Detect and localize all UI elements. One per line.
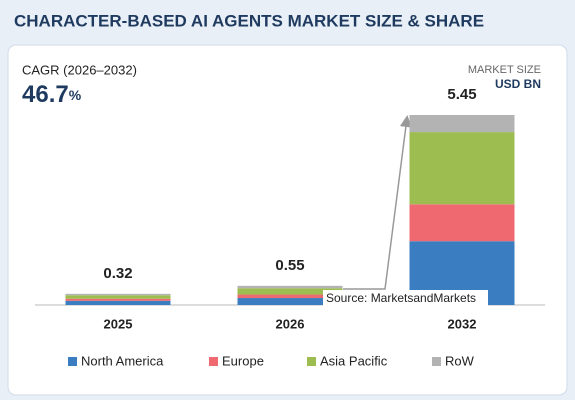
legend-swatch: [432, 357, 441, 366]
x-tick-label: 2032: [448, 316, 477, 331]
bar-segment: [65, 295, 171, 299]
legend-swatch: [209, 357, 218, 366]
cagr-number: 46.7: [22, 81, 69, 108]
legend-label: Europe: [222, 353, 264, 368]
bar-segment: [409, 204, 515, 242]
cagr-unit: %: [69, 87, 82, 103]
x-tick-label: 2026: [276, 316, 305, 331]
source: Source: MarketsandMarkets: [326, 291, 476, 305]
cagr-value: 46.7%: [22, 81, 82, 108]
bar-segment: [409, 115, 515, 133]
source-bg: [323, 290, 488, 307]
bars: 0.32 2025 0.55 2026 5.45 2032: [65, 86, 515, 331]
legend-label: Asia Pacific: [320, 353, 388, 368]
cagr-label: CAGR (2026–2032): [22, 62, 137, 77]
bar-segment: [65, 298, 171, 301]
bar-segment: [409, 132, 515, 205]
bar-segment: [65, 293, 171, 296]
x-tick-label: 2025: [104, 316, 133, 331]
unit-label: MARKET SIZE: [468, 64, 541, 76]
unit: USD BN: [495, 77, 541, 91]
bar-segment: [237, 294, 343, 299]
total-label: 0.55: [275, 257, 304, 274]
total-label: 0.32: [103, 265, 132, 282]
bar-segment: [65, 300, 171, 305]
bar-segment: [237, 298, 343, 305]
chart-title: CHARACTER-BASED AI AGENTS MARKET SIZE & …: [14, 11, 484, 30]
bar-segment: [237, 288, 343, 295]
total-label: 5.45: [447, 86, 476, 103]
legend-swatch: [307, 357, 316, 366]
legend-label: North America: [81, 353, 164, 368]
legend-swatch: [68, 357, 77, 366]
growth-arrow: [343, 115, 412, 290]
bar-segment: [237, 285, 343, 289]
legend-label: RoW: [445, 353, 475, 368]
